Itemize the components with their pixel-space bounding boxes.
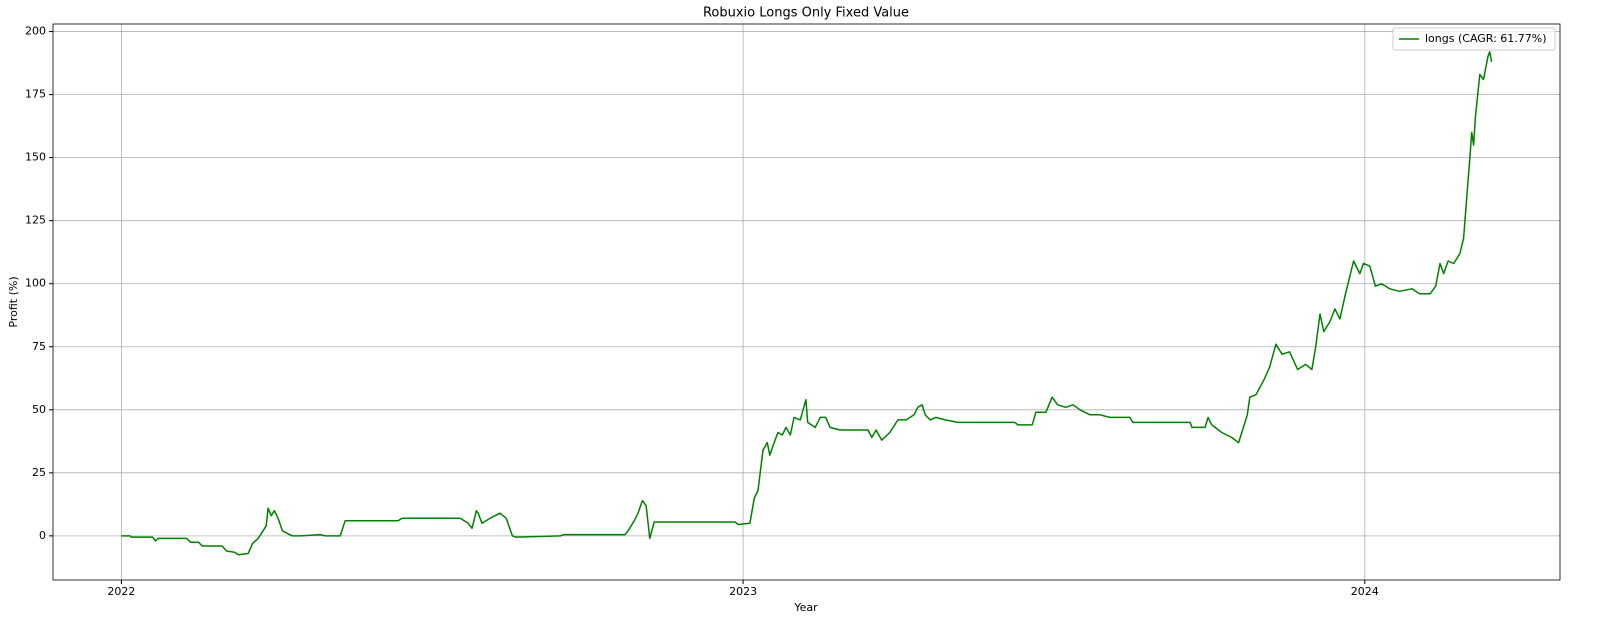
x-tick-label: 2023 <box>729 585 757 598</box>
y-tick-label: 50 <box>32 403 46 416</box>
x-axis-label: Year <box>793 601 818 614</box>
plot-frame <box>52 23 1561 581</box>
y-tick-label: 100 <box>25 277 46 290</box>
data-line <box>121 50 1493 556</box>
x-tick-label: 2024 <box>1351 585 1379 598</box>
y-tick-label: 150 <box>25 151 46 164</box>
y-tick-label: 200 <box>25 25 46 38</box>
x-tick-label: 2022 <box>107 585 135 598</box>
y-tick-label: 175 <box>25 88 46 101</box>
y-tick-label: 0 <box>39 529 46 542</box>
chart-title: Robuxio Longs Only Fixed Value <box>703 6 909 21</box>
y-tick-label: 125 <box>25 214 46 227</box>
legend-label: longs (CAGR: 61.77%) <box>1425 32 1547 45</box>
y-tick-label: 25 <box>32 466 46 479</box>
y-tick-label: 75 <box>32 340 46 353</box>
y-axis-label: Profit (%) <box>7 276 20 327</box>
legend-box <box>1392 27 1556 51</box>
